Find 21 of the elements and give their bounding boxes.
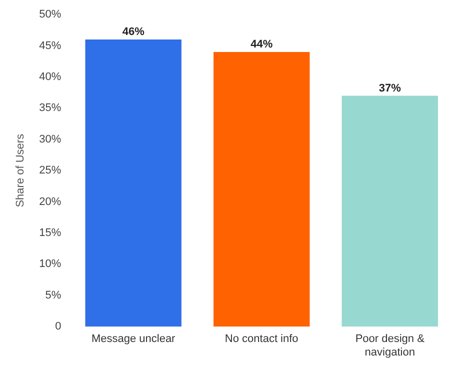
y-tick-label: 30% [39, 133, 62, 146]
x-tick-label: Poor design & navigation [355, 333, 426, 358]
bar [214, 52, 310, 327]
x-tick-label: Message unclear [91, 333, 176, 346]
y-tick-label: 5% [45, 289, 62, 302]
y-tick-label: 25% [39, 164, 62, 177]
y-axis-title: Share of Users [14, 133, 27, 208]
data-label: 46% [122, 26, 145, 38]
y-tick-label: 20% [39, 196, 62, 208]
x-tick-label: No contact info [224, 333, 298, 346]
bar [85, 40, 182, 327]
y-tick-label: 45% [39, 40, 62, 52]
y-tick-label: 35% [39, 102, 62, 114]
y-tick-label: 40% [39, 71, 62, 84]
y-tick-label: 0 [55, 320, 62, 333]
y-tick-label: 50% [39, 8, 62, 21]
data-label: 44% [250, 38, 273, 51]
y-tick-label: 15% [39, 227, 62, 240]
data-label: 37% [378, 82, 402, 94]
y-tick-label: 10% [39, 258, 62, 270]
bar [342, 96, 438, 327]
